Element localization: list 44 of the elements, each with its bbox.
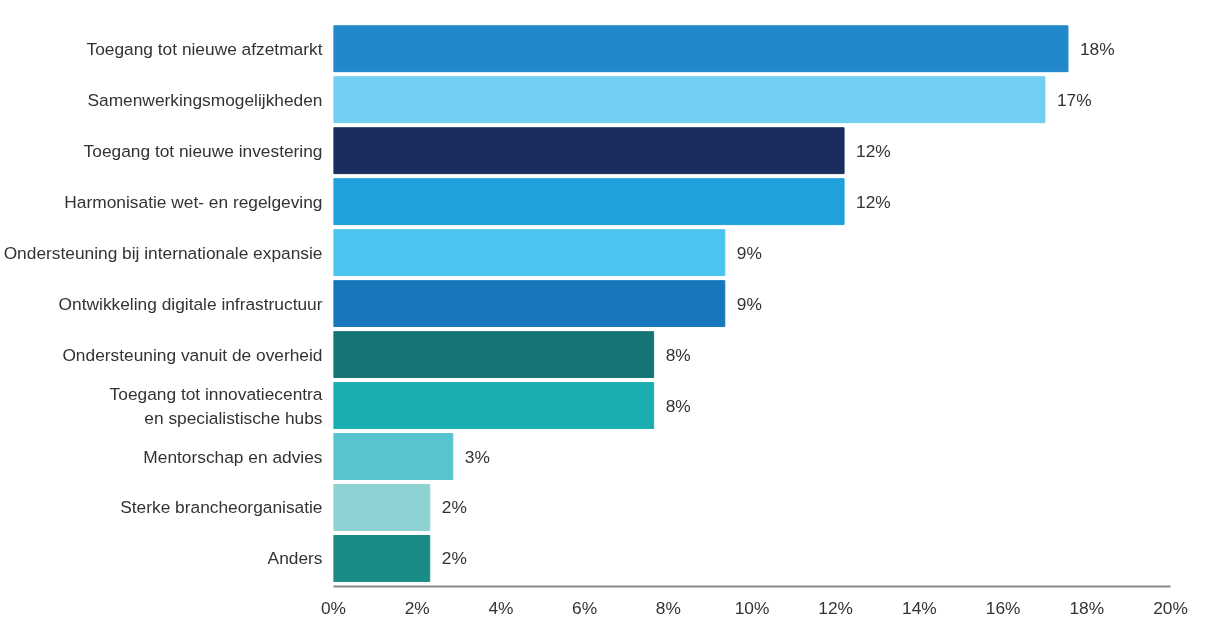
data-label: 8%	[665, 344, 691, 365]
y-tick-label: Harmonisatie wet- en regelgeving	[64, 191, 323, 212]
x-tick-label: 2%	[404, 597, 430, 618]
y-tick-label: Sterke brancheorganisatie	[120, 497, 323, 518]
data-label: 2%	[441, 548, 467, 569]
y-tick-label: Samenwerkingsmogelijkheden	[87, 89, 323, 110]
data-label: 17%	[1056, 89, 1092, 110]
x-tick-label: 20%	[1153, 597, 1188, 618]
data-label: 12%	[856, 140, 891, 161]
x-tick-label: 10%	[734, 597, 770, 618]
bar	[333, 178, 845, 226]
bar	[333, 382, 655, 429]
y-tick-label: Ondersteuning vanuit de overheid	[62, 344, 323, 365]
y-tick-label: Toegang tot nieuwe afzetmarkt	[86, 38, 323, 59]
data-label: 12%	[856, 191, 891, 212]
data-label: 3%	[464, 446, 490, 467]
x-tick-label: 4%	[488, 597, 514, 618]
bar	[333, 484, 431, 531]
bar	[333, 433, 454, 480]
bar	[333, 229, 726, 277]
y-tick-label: Toegang tot nieuwe investering	[83, 140, 323, 161]
x-tick-label: 6%	[572, 597, 598, 618]
data-label: 18%	[1079, 38, 1115, 59]
bar	[333, 331, 655, 379]
y-tick-label: Ontwikkeling digitale infrastructuur	[58, 293, 323, 314]
x-tick-label: 12%	[818, 597, 854, 618]
data-label: 2%	[441, 497, 467, 518]
bar	[333, 280, 726, 328]
bar	[333, 25, 1069, 73]
x-tick-label: 0%	[320, 597, 347, 618]
data-label: 8%	[665, 395, 691, 416]
x-tick-label: 18%	[1069, 597, 1105, 618]
x-tick-label: 14%	[902, 597, 937, 618]
x-tick-label: 8%	[655, 597, 681, 618]
data-label: 9%	[736, 293, 762, 314]
y-tick-label: Toegang tot innovatiecentra en specialistische hubs	[109, 383, 323, 428]
bar	[333, 127, 845, 175]
bar	[333, 535, 431, 582]
x-tick-label: 16%	[985, 597, 1021, 618]
y-tick-label: Mentorschap en advies	[143, 446, 323, 467]
data-label: 9%	[736, 242, 762, 263]
y-tick-label: Ondersteuning bij internationale expansie	[3, 242, 323, 263]
y-tick-label: Anders	[267, 548, 323, 569]
bar	[333, 76, 1046, 124]
